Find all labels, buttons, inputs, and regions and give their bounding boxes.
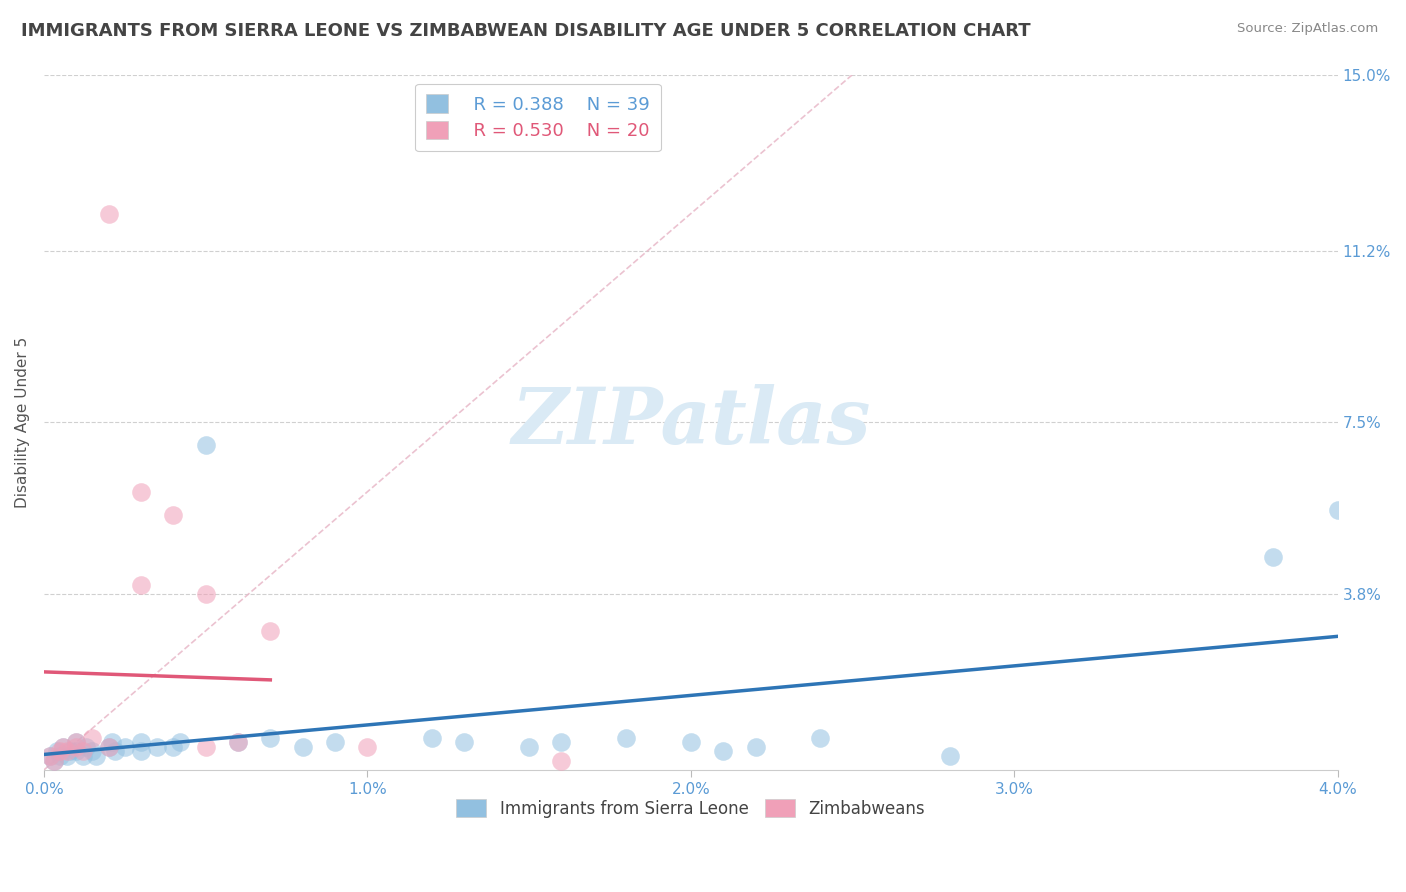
- Point: [52, 739, 75, 754]
- Point: [323, 735, 346, 749]
- Point: [226, 735, 249, 749]
- Point: [291, 739, 314, 754]
- Point: [744, 739, 766, 754]
- Point: [104, 744, 127, 758]
- Point: [75, 739, 97, 754]
- Point: [550, 754, 572, 768]
- Point: [42, 754, 65, 768]
- Point: [97, 206, 120, 220]
- Point: [453, 735, 475, 749]
- Point: [39, 749, 62, 764]
- Point: [169, 735, 191, 749]
- Point: [129, 577, 152, 591]
- Point: [711, 744, 734, 758]
- Point: [55, 744, 77, 758]
- Point: [45, 744, 67, 758]
- Point: [129, 744, 152, 758]
- Point: [226, 735, 249, 749]
- Point: [84, 749, 107, 764]
- Point: [72, 749, 94, 764]
- Point: [1261, 549, 1284, 564]
- Y-axis label: Disability Age Under 5: Disability Age Under 5: [15, 336, 30, 508]
- Point: [82, 731, 104, 745]
- Point: [938, 749, 960, 764]
- Point: [59, 744, 82, 758]
- Point: [679, 735, 702, 749]
- Point: [1326, 503, 1348, 517]
- Point: [72, 744, 94, 758]
- Point: [65, 739, 87, 754]
- Point: [65, 744, 87, 758]
- Point: [65, 735, 87, 749]
- Point: [129, 735, 152, 749]
- Point: [42, 754, 65, 768]
- Point: [49, 744, 72, 758]
- Point: [194, 438, 217, 452]
- Point: [97, 739, 120, 754]
- Point: [82, 744, 104, 758]
- Point: [194, 739, 217, 754]
- Legend: Immigrants from Sierra Leone, Zimbabweans: Immigrants from Sierra Leone, Zimbabwean…: [450, 793, 932, 824]
- Point: [356, 739, 378, 754]
- Point: [259, 624, 281, 638]
- Point: [517, 739, 540, 754]
- Point: [97, 739, 120, 754]
- Text: Source: ZipAtlas.com: Source: ZipAtlas.com: [1237, 22, 1378, 36]
- Point: [114, 739, 136, 754]
- Point: [101, 735, 124, 749]
- Point: [65, 735, 87, 749]
- Point: [146, 739, 169, 754]
- Point: [259, 731, 281, 745]
- Text: ZIPatlas: ZIPatlas: [512, 384, 870, 460]
- Point: [52, 739, 75, 754]
- Point: [420, 731, 443, 745]
- Point: [55, 749, 77, 764]
- Point: [808, 731, 831, 745]
- Text: IMMIGRANTS FROM SIERRA LEONE VS ZIMBABWEAN DISABILITY AGE UNDER 5 CORRELATION CH: IMMIGRANTS FROM SIERRA LEONE VS ZIMBABWE…: [21, 22, 1031, 40]
- Point: [49, 749, 72, 764]
- Point: [129, 484, 152, 499]
- Point: [614, 731, 637, 745]
- Point: [550, 735, 572, 749]
- Point: [194, 587, 217, 601]
- Point: [39, 749, 62, 764]
- Point: [162, 739, 184, 754]
- Point: [162, 508, 184, 522]
